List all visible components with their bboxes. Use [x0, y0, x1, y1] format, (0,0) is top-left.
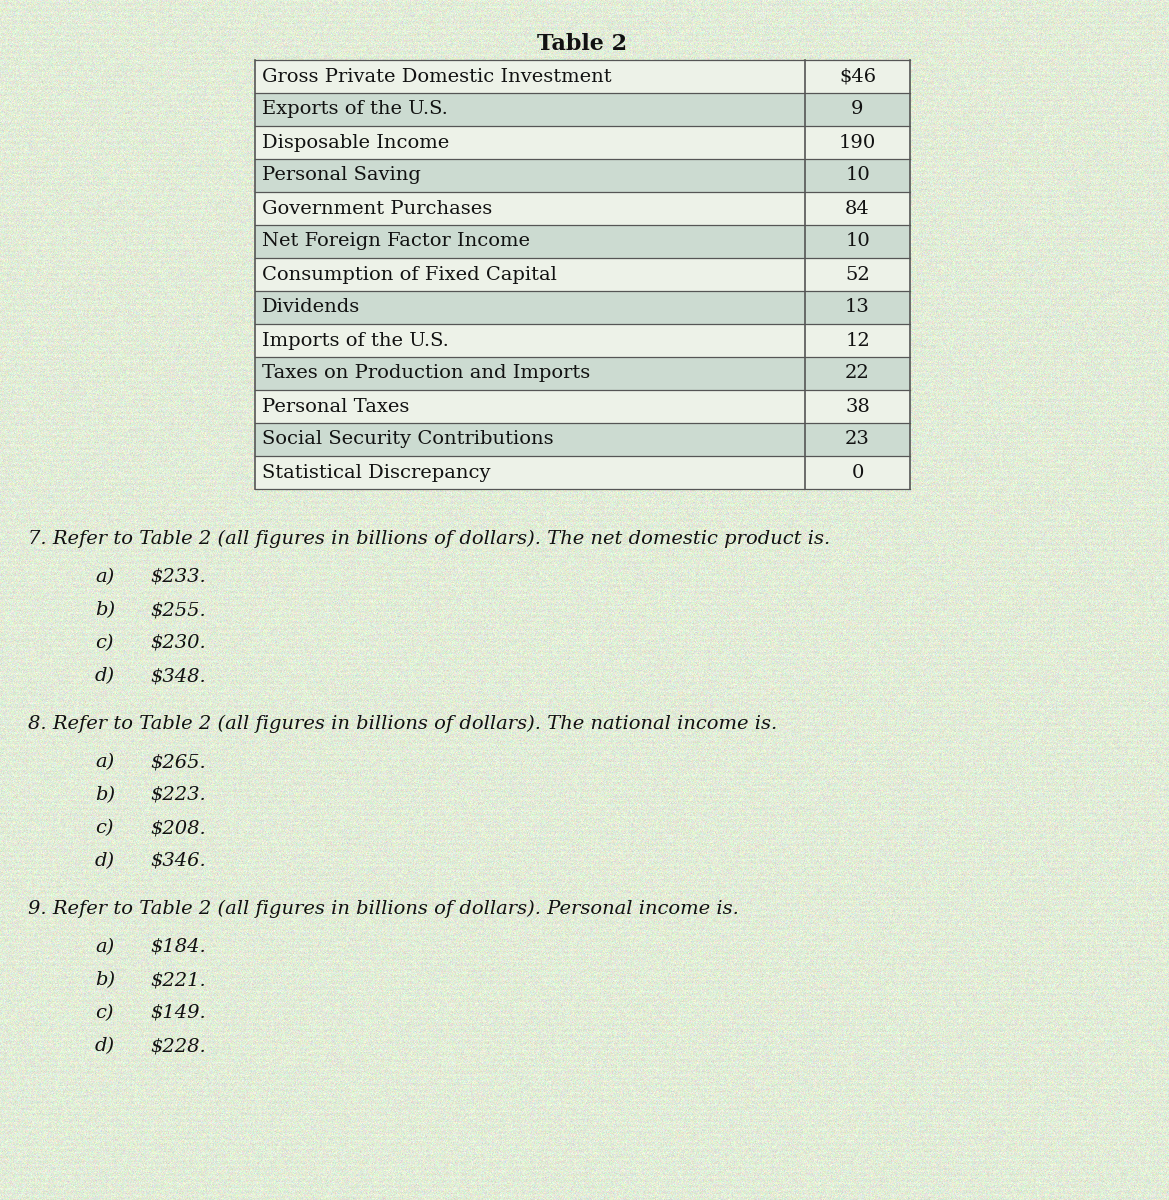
Text: 7. Refer to Table 2 (all figures in billions of dollars). The net domestic produ: 7. Refer to Table 2 (all figures in bill… [28, 530, 830, 548]
Text: a): a) [95, 938, 115, 956]
Text: a): a) [95, 568, 115, 586]
Bar [255, 192, 805, 226]
Text: d): d) [95, 1037, 115, 1055]
Text: Gross Private Domestic Investment: Gross Private Domestic Investment [262, 67, 611, 85]
Text: Statistical Discrepancy: Statistical Discrepancy [262, 463, 491, 481]
Text: 10: 10 [845, 167, 870, 185]
Text: Consumption of Fixed Capital: Consumption of Fixed Capital [262, 265, 556, 283]
Text: a): a) [95, 754, 115, 770]
Text: Table 2: Table 2 [538, 32, 628, 55]
Bar [255, 358, 805, 390]
Text: d): d) [95, 852, 115, 870]
Text: 52: 52 [845, 265, 870, 283]
Text: b): b) [95, 971, 115, 989]
Text: 12: 12 [845, 331, 870, 349]
Text: Personal Taxes: Personal Taxes [262, 397, 409, 415]
Bar [805, 358, 909, 390]
Bar [805, 60, 909, 92]
Text: 0: 0 [851, 463, 864, 481]
Text: 9. Refer to Table 2 (all figures in billions of dollars). Personal income is.: 9. Refer to Table 2 (all figures in bill… [28, 900, 739, 918]
Text: $46: $46 [839, 67, 876, 85]
Text: Dividends: Dividends [262, 299, 360, 317]
Bar [805, 422, 909, 456]
Bar [805, 258, 909, 290]
Text: Government Purchases: Government Purchases [262, 199, 492, 217]
Text: d): d) [95, 667, 115, 685]
Bar [255, 158, 805, 192]
Text: b): b) [95, 786, 115, 804]
Text: Personal Saving: Personal Saving [262, 167, 421, 185]
Bar [255, 290, 805, 324]
Text: $265.: $265. [150, 754, 206, 770]
Text: $228.: $228. [150, 1037, 206, 1055]
Text: Net Foreign Factor Income: Net Foreign Factor Income [262, 233, 530, 251]
Bar [255, 422, 805, 456]
Text: $255.: $255. [150, 601, 206, 619]
Text: $184.: $184. [150, 938, 206, 956]
Text: Exports of the U.S.: Exports of the U.S. [262, 101, 448, 119]
Bar [805, 390, 909, 422]
Text: 190: 190 [839, 133, 876, 151]
Text: 23: 23 [845, 431, 870, 449]
Text: c): c) [95, 1004, 113, 1022]
Text: c): c) [95, 818, 113, 838]
Text: $348.: $348. [150, 667, 206, 685]
Text: c): c) [95, 634, 113, 652]
Bar [805, 226, 909, 258]
Bar [255, 390, 805, 422]
Bar [255, 92, 805, 126]
Text: $346.: $346. [150, 852, 206, 870]
Bar [805, 456, 909, 490]
Bar [805, 92, 909, 126]
Text: $221.: $221. [150, 971, 206, 989]
Text: Disposable Income: Disposable Income [262, 133, 449, 151]
Bar [805, 290, 909, 324]
Text: 10: 10 [845, 233, 870, 251]
Text: $230.: $230. [150, 634, 206, 652]
Text: 9: 9 [851, 101, 864, 119]
Bar [255, 324, 805, 358]
Bar [255, 60, 805, 92]
Text: Social Security Contributions: Social Security Contributions [262, 431, 554, 449]
Bar [805, 158, 909, 192]
Text: Taxes on Production and Imports: Taxes on Production and Imports [262, 365, 590, 383]
Text: 13: 13 [845, 299, 870, 317]
Bar [255, 258, 805, 290]
Text: 38: 38 [845, 397, 870, 415]
Text: $223.: $223. [150, 786, 206, 804]
Text: 84: 84 [845, 199, 870, 217]
Text: 22: 22 [845, 365, 870, 383]
Text: $233.: $233. [150, 568, 206, 586]
Bar [805, 126, 909, 158]
Text: Imports of the U.S.: Imports of the U.S. [262, 331, 449, 349]
Bar [255, 226, 805, 258]
Text: b): b) [95, 601, 115, 619]
Bar [255, 456, 805, 490]
Bar [805, 192, 909, 226]
Bar [805, 324, 909, 358]
Text: 8. Refer to Table 2 (all figures in billions of dollars). The national income is: 8. Refer to Table 2 (all figures in bill… [28, 715, 777, 733]
Text: $149.: $149. [150, 1004, 206, 1022]
Text: $208.: $208. [150, 818, 206, 838]
Bar [255, 126, 805, 158]
